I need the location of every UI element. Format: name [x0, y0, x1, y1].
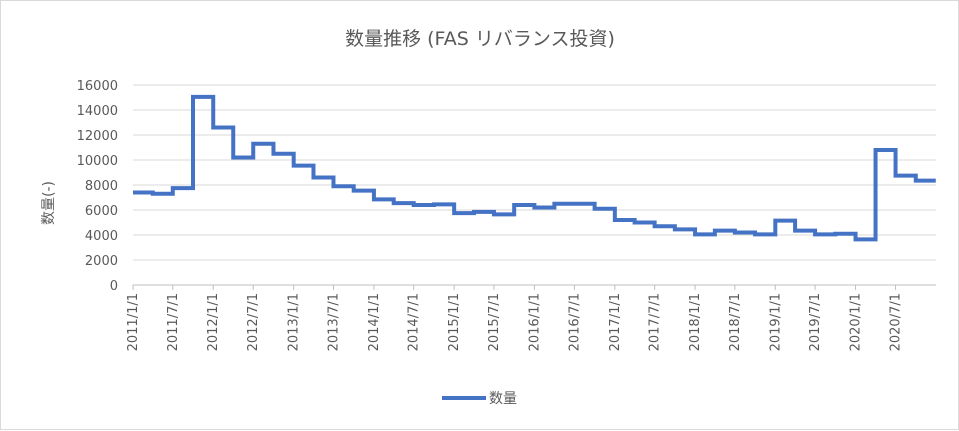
- legend: 数量: [442, 391, 517, 407]
- x-axis-ticks: 2011/1/1 2011/7/1 2012/1/1 2012/7/1 2013/1/1…: [126, 284, 936, 351]
- legend-label: 数量: [489, 391, 517, 407]
- y-tick-label: 14000: [77, 104, 118, 119]
- series-line-0: [133, 94, 936, 242]
- y-tick-label: 12000: [77, 129, 118, 144]
- y-axis-label: 数量(-): [41, 181, 57, 225]
- x-tick-label: 2012/7/1: [246, 293, 261, 351]
- x-tick-label: 2011/1/1: [126, 293, 141, 351]
- x-tick-label: 2014/1/1: [367, 293, 382, 351]
- x-tick-label: 2018/1/1: [688, 293, 703, 351]
- y-tick-label: 8000: [85, 179, 118, 194]
- x-tick-label: 2014/7/1: [407, 293, 422, 351]
- x-tick-label: 2016/7/1: [567, 293, 582, 351]
- series-layer: [133, 94, 936, 242]
- x-tick-label: 2016/1/1: [527, 293, 542, 351]
- y-tick-label: 16000: [77, 79, 118, 94]
- y-tick-label: 4000: [85, 229, 118, 244]
- gridlines: [133, 84, 936, 286]
- y-tick-label: 2000: [85, 254, 118, 269]
- x-tick-label: 2011/7/1: [166, 293, 181, 351]
- x-tick-label: 2018/7/1: [728, 293, 743, 351]
- x-tick-label: 2019/1/1: [768, 293, 783, 351]
- x-tick-label: 2012/1/1: [206, 293, 221, 351]
- x-tick-label: 2017/7/1: [648, 293, 663, 351]
- x-tick-label: 2020/7/1: [889, 293, 904, 351]
- y-axis-ticks: 0 2000 4000 6000 8000 10000 12000 14000 16000: [77, 79, 118, 294]
- x-tick-label: 2013/1/1: [287, 293, 302, 351]
- x-tick-label: 2013/7/1: [326, 293, 341, 351]
- y-tick-label: 6000: [85, 204, 118, 219]
- chart-title: 数量推移 (FAS リバランス投資): [345, 28, 615, 50]
- x-tick-label: 2019/7/1: [808, 293, 823, 351]
- y-tick-label: 10000: [77, 154, 118, 169]
- x-tick-label: 2015/7/1: [487, 293, 502, 351]
- x-tick-label: 2017/1/1: [608, 293, 623, 351]
- y-tick-label: 0: [110, 279, 118, 294]
- x-tick-label: 2020/1/1: [849, 293, 864, 351]
- x-tick-label: 2015/1/1: [447, 293, 462, 351]
